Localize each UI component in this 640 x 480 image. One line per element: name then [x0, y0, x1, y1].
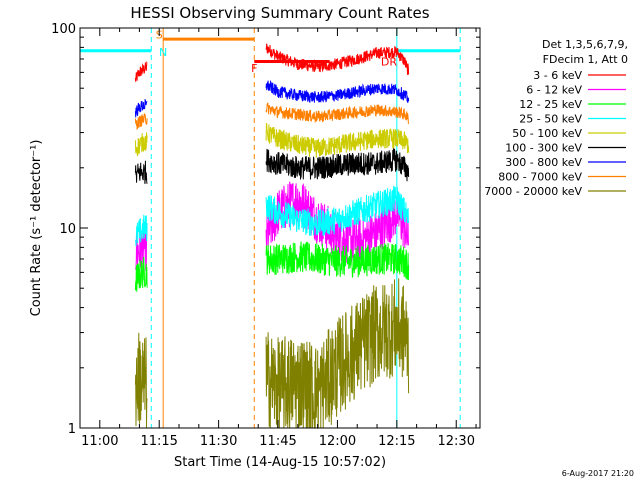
- legend-item-label: 50 - 100 keV: [512, 127, 582, 140]
- x-tick-label: 11:15: [140, 434, 177, 449]
- legend-item-label: 3 - 6 keV: [533, 69, 582, 82]
- chart-title: HESSI Observing Summary Count Rates: [130, 4, 429, 22]
- series-line: [134, 98, 148, 118]
- series-line: [265, 102, 409, 125]
- legend-header-line-1: Det 1,3,5,6,7,9,: [542, 38, 628, 51]
- y-tick-label: 1: [68, 422, 76, 437]
- legend-item-label: 300 - 800 keV: [505, 156, 582, 169]
- series-line: [265, 79, 410, 103]
- legend-item-label: 25 - 50 keV: [519, 113, 582, 126]
- x-tick-label: 11:00: [81, 434, 118, 449]
- series-lines: [134, 43, 410, 430]
- x-axis-label: Start Time (14-Aug-15 10:57:02): [174, 455, 386, 470]
- flag-label: DR: [381, 55, 397, 68]
- legend-item-label: 12 - 25 keV: [519, 98, 582, 111]
- axes: 1 10 100 11:00 11:15 11:30 11:45 12:00 12:15 12:3…: [51, 22, 480, 449]
- series-line: [134, 132, 148, 157]
- series-line: [134, 113, 148, 131]
- series-line: [134, 60, 148, 82]
- y-axis-label: Count Rate (s⁻¹ detector⁻¹): [29, 140, 44, 317]
- plot-date-stamp: 6-Aug-2017 21:20: [562, 469, 634, 478]
- x-tick-label: 11:45: [259, 434, 296, 449]
- x-tick-label: 12:00: [319, 434, 356, 449]
- legend: Det 1,3,5,6,7,9, FDecim 1, Att 0 3 - 6 k…: [484, 38, 628, 198]
- series-line: [265, 185, 410, 236]
- series-line: [134, 256, 148, 292]
- x-tick-label: 12:30: [438, 434, 475, 449]
- y-tick-label: 10: [59, 222, 76, 237]
- series-line: [265, 122, 410, 158]
- legend-item-label: 800 - 7000 keV: [498, 171, 582, 184]
- series-line: [134, 332, 148, 429]
- series-line: [265, 43, 410, 75]
- series-line: [265, 241, 410, 281]
- series-line: [134, 214, 148, 247]
- legend-item-label: 7000 - 20000 keV: [484, 185, 582, 198]
- legend-item-label: 6 - 12 keV: [526, 84, 582, 97]
- series-line: [134, 160, 148, 184]
- x-tick-label: 12:15: [378, 434, 415, 449]
- series-line: [265, 278, 410, 430]
- legend-header-line-2: FDecim 1, Att 0: [543, 53, 628, 66]
- series-line: [265, 181, 410, 264]
- legend-item-label: 100 - 300 keV: [505, 142, 582, 155]
- series-line: [265, 148, 410, 182]
- flag-label: N: [159, 46, 167, 59]
- x-tick-label: 11:30: [200, 434, 237, 449]
- y-tick-label: 100: [51, 22, 76, 37]
- flag-label: F: [251, 62, 257, 75]
